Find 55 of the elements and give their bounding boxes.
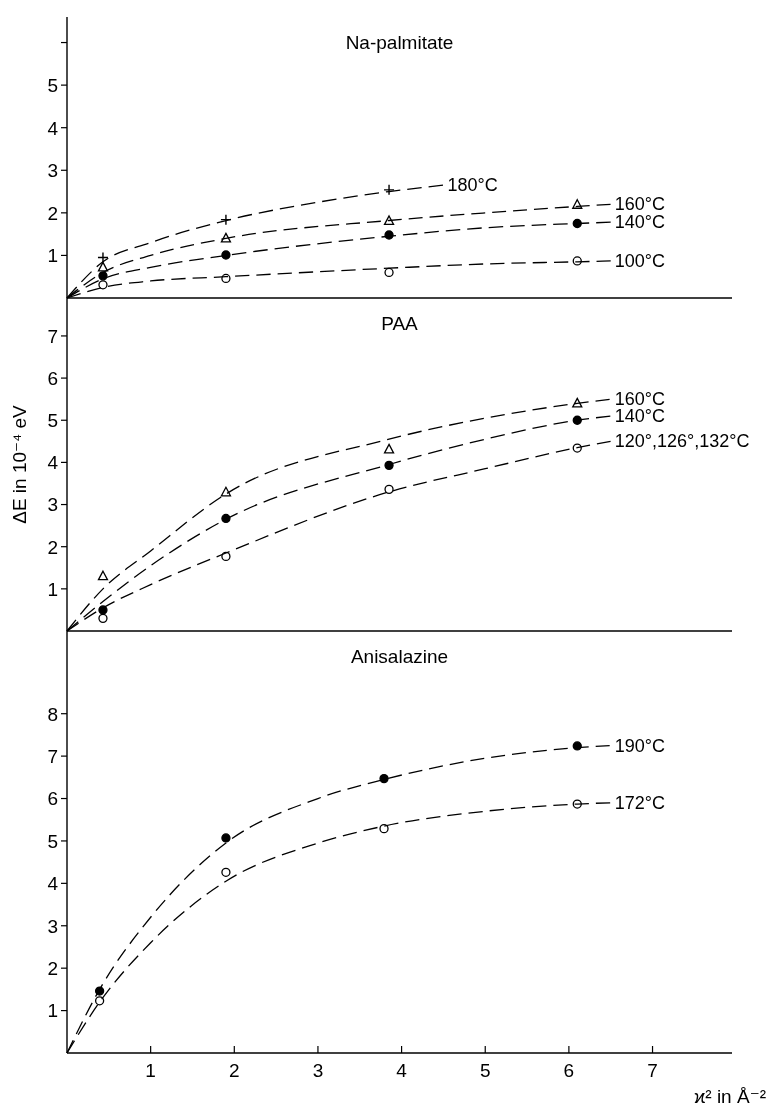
x-tick-label: 5 (479, 1060, 491, 1081)
point (98, 280, 108, 290)
x-tick-label: 7 (647, 1060, 658, 1081)
text: Anisalazine (350, 646, 449, 667)
text: PAA (381, 313, 419, 334)
series-label: 180°C (447, 175, 498, 196)
x-tick-label: 1 (145, 1060, 156, 1081)
point (94, 996, 105, 1006)
y-tick-label: 3 (47, 160, 58, 182)
series-label: 190°C (614, 735, 665, 756)
point (97, 251, 109, 264)
point (384, 484, 394, 495)
series-label: 120°,126°,132°C (614, 431, 750, 452)
y-tick-label: 3 (47, 915, 58, 937)
point (221, 867, 231, 877)
point (379, 773, 389, 784)
x-tick-label: 3 (312, 1060, 324, 1081)
series-label: 100°C (614, 250, 665, 271)
y-tick-label: 2 (47, 958, 58, 980)
y-tick-label: 5 (47, 830, 58, 852)
y-tick-label: 1 (47, 1000, 58, 1022)
x-tick-label: 4 (396, 1060, 408, 1081)
y-tick-label: 5 (47, 74, 58, 96)
point (384, 267, 394, 278)
y-tick-label: 3 (47, 494, 58, 516)
x-tick-label: 2 (229, 1060, 240, 1081)
x-tick-label: 6 (563, 1060, 575, 1081)
point (383, 443, 395, 454)
y-tick-label: 2 (47, 536, 58, 558)
y-tick-label: 6 (47, 367, 58, 389)
point (98, 613, 108, 623)
y-axis-title: ΔE in 10⁻⁴ eV (9, 404, 30, 524)
series-label: 172°C (614, 792, 665, 813)
y-tick-label: 1 (47, 245, 58, 267)
y-tick-label: 1 (47, 578, 58, 600)
x-axis-title: ϰ² in Å⁻² (693, 1086, 766, 1107)
point (572, 741, 582, 751)
point (383, 184, 395, 196)
y-tick-label: 8 (47, 703, 58, 725)
point (221, 250, 231, 260)
series-label: 140°C (614, 212, 665, 233)
point (97, 570, 109, 581)
y-tick-label: 4 (47, 873, 59, 895)
y-tick-label: 2 (47, 202, 58, 224)
y-tick-label: 7 (47, 745, 58, 767)
y-tick-label: 6 (47, 788, 58, 810)
y-tick-label: 4 (47, 117, 59, 139)
y-tick-label: 5 (47, 410, 58, 432)
point (379, 823, 389, 834)
y-tick-label: 7 (47, 325, 58, 347)
point (221, 833, 231, 843)
text: Na-palmitate (345, 32, 454, 53)
point (383, 215, 395, 226)
y-tick-label: 4 (47, 452, 59, 474)
series-label: 160°C (614, 194, 665, 215)
